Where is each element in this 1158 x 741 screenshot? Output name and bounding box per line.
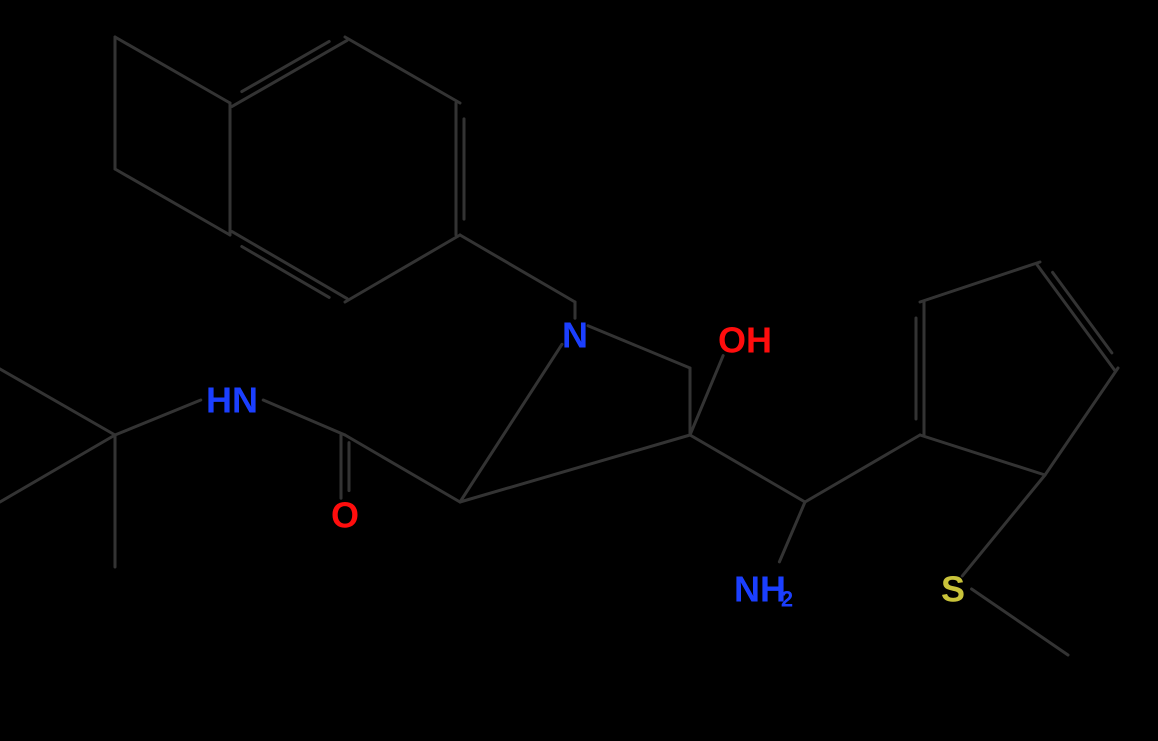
atom-O: O (331, 495, 359, 536)
atom-O: OH (718, 320, 772, 361)
atom-N: NH (734, 569, 786, 610)
atom-S: S (941, 569, 965, 610)
svg-text:2: 2 (781, 587, 793, 612)
atom-N: N (562, 315, 588, 356)
atom-N: HN (206, 380, 258, 421)
molecule-diagram: N O HN OH NH2 S (0, 0, 1158, 741)
